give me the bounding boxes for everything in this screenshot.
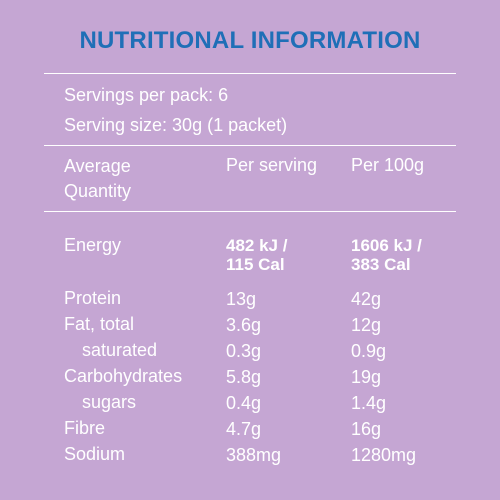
row-label: Sodium — [64, 444, 126, 464]
serving-size: Serving size: 30g (1 packet) — [64, 115, 288, 135]
row-per-100g: 0.9g — [351, 341, 387, 361]
row-per-100g: 16g — [351, 419, 382, 439]
row-per-serving: 5.8g — [226, 367, 262, 387]
row-per-100g: 19g — [351, 367, 382, 387]
row-label: saturated — [82, 340, 158, 360]
row-per-100g: 42g — [351, 289, 382, 309]
header-average-quantity: Average Quantity — [64, 156, 132, 201]
energy-per-serving-kj: 482 kJ / — [226, 236, 288, 255]
page-title: NUTRITIONAL INFORMATION — [79, 27, 421, 54]
row-label: Protein — [64, 288, 122, 308]
divider-servings — [44, 145, 456, 146]
energy-label: Energy — [64, 235, 122, 255]
servings-per-pack: Servings per pack: 6 — [64, 85, 229, 105]
row-per-100g: 1.4g — [351, 393, 387, 413]
row-per-100g: 1280mg — [351, 445, 417, 465]
row-per-serving: 4.7g — [226, 419, 262, 439]
row-label: Fat, total — [64, 314, 135, 334]
divider-header — [44, 211, 456, 212]
row-label: sugars — [82, 392, 137, 412]
header-per-serving: Per serving — [226, 155, 318, 175]
energy-per-serving-cal: 115 Cal — [226, 255, 285, 274]
row-per-100g: 12g — [351, 315, 382, 335]
row-per-serving: 13g — [226, 289, 257, 309]
row-per-serving: 3.6g — [226, 315, 262, 335]
header-per-100g: Per 100g — [351, 155, 425, 175]
row-label: Carbohydrates — [64, 366, 183, 386]
row-per-serving: 388mg — [226, 445, 282, 465]
row-per-serving: 0.4g — [226, 393, 262, 413]
energy-per-100g-kj: 1606 kJ / — [351, 236, 422, 255]
row-per-serving: 0.3g — [226, 341, 262, 361]
divider-top — [44, 73, 456, 74]
energy-per-100g-cal: 383 Cal — [351, 255, 411, 274]
row-label: Fibre — [64, 418, 106, 438]
